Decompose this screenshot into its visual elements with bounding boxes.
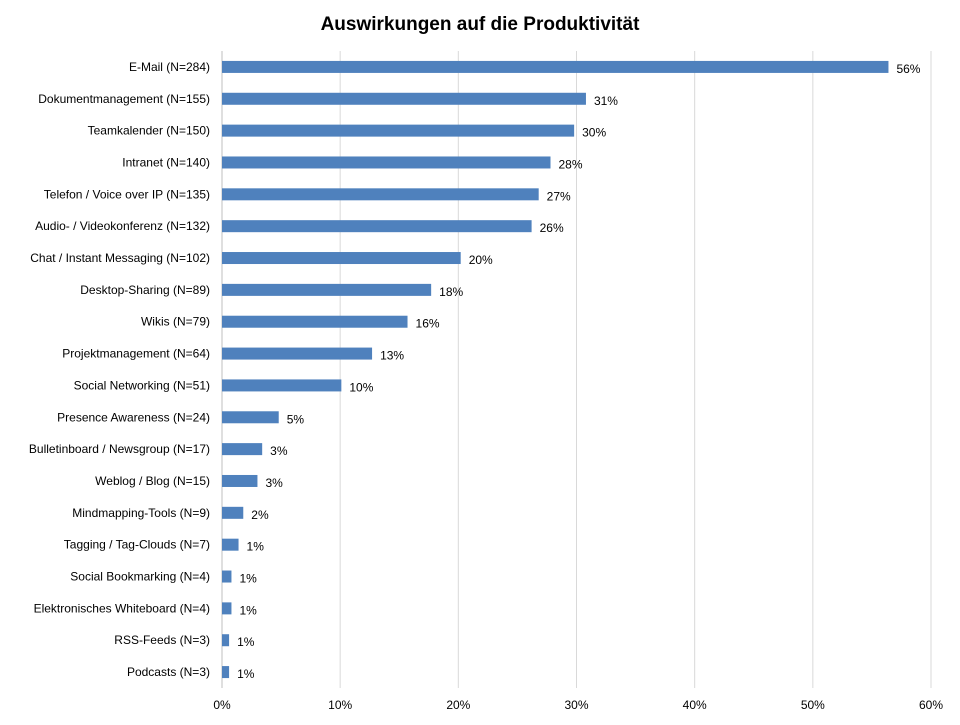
bar [222,474,258,487]
bar [222,570,232,583]
bar [222,379,342,392]
bar [222,347,373,360]
category-label: Chat / Instant Messaging (N=102) [30,251,210,265]
bar [222,506,244,519]
category-label: Mindmapping-Tools (N=9) [72,506,210,520]
data-label: 20% [469,253,493,267]
x-tick-label: 60% [919,698,943,712]
data-label: 1% [239,603,257,617]
data-label: 18% [439,285,463,299]
x-tick-label: 30% [564,698,588,712]
grid-lines [221,51,932,688]
bar [222,443,263,456]
category-label: Telefon / Voice over IP (N=135) [44,187,210,201]
category-label: RSS-Feeds (N=3) [114,633,210,647]
data-label: 16% [416,317,440,331]
data-label: 27% [547,189,571,203]
bars [222,60,889,679]
category-label: Audio- / Videokonferenz (N=132) [35,219,210,233]
data-label: 1% [239,572,257,586]
category-label: Weblog / Blog (N=15) [95,474,210,488]
bar [222,156,551,169]
category-labels: E-Mail (N=284) Dokumentmanagement (N=155)… [29,60,210,679]
bar [222,666,230,679]
data-labels: 56% 31% 30% 28% 27% 26% 20% 18% 16% 13% 10% 5% 3% 3% 2… [237,62,921,681]
category-label: Wikis (N=79) [141,315,210,329]
data-label: 10% [349,380,373,394]
x-tick-label: 50% [801,698,825,712]
x-tick-label: 0% [213,698,231,712]
bar [222,634,230,647]
bar [222,220,532,233]
category-label: Social Networking (N=51) [74,378,210,392]
bar [222,602,232,615]
bar [222,188,539,201]
data-label: 1% [237,635,255,649]
category-label: Podcasts (N=3) [127,665,210,679]
data-label: 28% [559,157,583,171]
x-axis-ticks: 0% 10% 20% 30% 40% 50% 60% [213,698,943,712]
chart-title: Auswirkungen auf die Produktivität [321,14,640,35]
category-label: Social Bookmarking (N=4) [70,570,210,584]
data-label: 26% [540,221,564,235]
bar [222,538,239,551]
bar [222,252,461,265]
bar [222,124,575,137]
data-label: 56% [896,62,920,76]
bar [222,92,586,105]
category-label: Tagging / Tag-Clouds (N=7) [64,538,210,552]
data-label: 13% [380,349,404,363]
data-label: 2% [251,508,269,522]
bar [222,60,889,73]
x-tick-label: 40% [683,698,707,712]
bar [222,315,408,328]
category-label: Projektmanagement (N=64) [62,347,210,361]
category-label: Bulletinboard / Newsgroup (N=17) [29,442,210,456]
data-label: 30% [582,126,606,140]
data-label: 3% [270,444,288,458]
category-label: Elektronisches Whiteboard (N=4) [34,601,210,615]
bar [222,283,432,296]
data-label: 1% [247,540,265,554]
data-label: 3% [265,476,283,490]
category-label: E-Mail (N=284) [129,60,210,74]
category-label: Teamkalender (N=150) [88,124,210,138]
category-label: Dokumentmanagement (N=155) [38,92,210,106]
data-label: 1% [237,667,255,681]
category-label: Desktop-Sharing (N=89) [80,283,210,297]
x-tick-label: 20% [446,698,470,712]
data-label: 31% [594,94,618,108]
data-label: 5% [287,412,305,426]
category-label: Intranet (N=140) [122,155,210,169]
category-label: Presence Awareness (N=24) [57,410,210,424]
x-tick-label: 10% [328,698,352,712]
bar [222,411,279,424]
